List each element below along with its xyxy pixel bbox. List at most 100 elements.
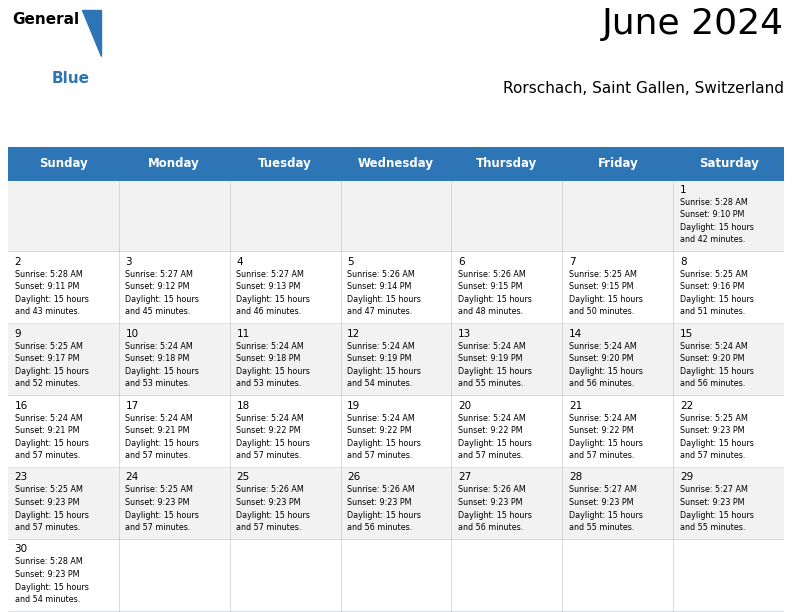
Text: Daylight: 15 hours: Daylight: 15 hours <box>347 367 421 376</box>
Text: Daylight: 15 hours: Daylight: 15 hours <box>125 367 200 376</box>
Text: Sunrise: 5:27 AM: Sunrise: 5:27 AM <box>236 270 304 278</box>
Text: Sunset: 9:23 PM: Sunset: 9:23 PM <box>569 498 634 507</box>
Text: and 53 minutes.: and 53 minutes. <box>236 379 302 388</box>
Text: Sunrise: 5:25 AM: Sunrise: 5:25 AM <box>680 414 748 422</box>
Text: Sunset: 9:14 PM: Sunset: 9:14 PM <box>347 282 412 291</box>
Text: and 57 minutes.: and 57 minutes. <box>680 451 745 460</box>
Text: and 47 minutes.: and 47 minutes. <box>347 307 413 316</box>
Text: Daylight: 15 hours: Daylight: 15 hours <box>14 439 89 448</box>
Text: Sunset: 9:22 PM: Sunset: 9:22 PM <box>458 426 523 435</box>
Text: Tuesday: Tuesday <box>258 157 312 170</box>
Text: Daylight: 15 hours: Daylight: 15 hours <box>347 510 421 520</box>
Text: Thursday: Thursday <box>476 157 538 170</box>
Text: Sunday: Sunday <box>39 157 88 170</box>
Text: Daylight: 15 hours: Daylight: 15 hours <box>680 223 754 232</box>
Text: Sunrise: 5:24 AM: Sunrise: 5:24 AM <box>347 341 415 351</box>
Polygon shape <box>82 10 101 56</box>
Text: Sunrise: 5:24 AM: Sunrise: 5:24 AM <box>680 341 748 351</box>
Text: Sunrise: 5:26 AM: Sunrise: 5:26 AM <box>347 270 415 278</box>
Text: Sunset: 9:15 PM: Sunset: 9:15 PM <box>458 282 523 291</box>
Text: and 57 minutes.: and 57 minutes. <box>347 451 413 460</box>
Text: Sunrise: 5:26 AM: Sunrise: 5:26 AM <box>347 485 415 494</box>
Text: Sunrise: 5:26 AM: Sunrise: 5:26 AM <box>458 270 526 278</box>
Text: 16: 16 <box>14 401 28 411</box>
Text: Daylight: 15 hours: Daylight: 15 hours <box>458 295 532 304</box>
Text: Sunset: 9:19 PM: Sunset: 9:19 PM <box>458 354 523 363</box>
Text: Sunset: 9:12 PM: Sunset: 9:12 PM <box>125 282 190 291</box>
Text: Blue: Blue <box>51 70 89 86</box>
Text: Sunrise: 5:26 AM: Sunrise: 5:26 AM <box>458 485 526 494</box>
Text: and 57 minutes.: and 57 minutes. <box>14 523 80 532</box>
Text: Daylight: 15 hours: Daylight: 15 hours <box>569 367 643 376</box>
Text: 19: 19 <box>347 401 360 411</box>
Text: Daylight: 15 hours: Daylight: 15 hours <box>680 367 754 376</box>
Text: 1: 1 <box>680 185 687 195</box>
Text: Sunset: 9:23 PM: Sunset: 9:23 PM <box>125 498 190 507</box>
Text: 12: 12 <box>347 329 360 338</box>
Text: Daylight: 15 hours: Daylight: 15 hours <box>680 295 754 304</box>
Text: June 2024: June 2024 <box>602 7 784 42</box>
Text: Daylight: 15 hours: Daylight: 15 hours <box>569 439 643 448</box>
Text: and 57 minutes.: and 57 minutes. <box>125 451 191 460</box>
Text: Sunrise: 5:24 AM: Sunrise: 5:24 AM <box>14 414 82 422</box>
Text: 26: 26 <box>347 472 360 482</box>
Text: and 54 minutes.: and 54 minutes. <box>14 595 80 604</box>
Text: and 46 minutes.: and 46 minutes. <box>236 307 302 316</box>
Text: and 51 minutes.: and 51 minutes. <box>680 307 745 316</box>
Text: Daylight: 15 hours: Daylight: 15 hours <box>236 439 310 448</box>
Text: 25: 25 <box>236 472 249 482</box>
Text: 14: 14 <box>569 329 582 338</box>
Text: Sunset: 9:13 PM: Sunset: 9:13 PM <box>236 282 301 291</box>
Text: and 54 minutes.: and 54 minutes. <box>347 379 413 388</box>
Text: Sunset: 9:22 PM: Sunset: 9:22 PM <box>236 426 301 435</box>
Text: Daylight: 15 hours: Daylight: 15 hours <box>14 510 89 520</box>
Text: Sunrise: 5:28 AM: Sunrise: 5:28 AM <box>14 270 82 278</box>
Text: Sunset: 9:18 PM: Sunset: 9:18 PM <box>125 354 190 363</box>
Text: Sunrise: 5:27 AM: Sunrise: 5:27 AM <box>680 485 748 494</box>
Text: Sunrise: 5:26 AM: Sunrise: 5:26 AM <box>236 485 304 494</box>
Text: Wednesday: Wednesday <box>358 157 434 170</box>
Text: and 57 minutes.: and 57 minutes. <box>236 523 302 532</box>
Text: 18: 18 <box>236 401 249 411</box>
Text: 21: 21 <box>569 401 582 411</box>
Text: and 57 minutes.: and 57 minutes. <box>125 523 191 532</box>
Text: 2: 2 <box>14 257 21 267</box>
Text: Sunrise: 5:24 AM: Sunrise: 5:24 AM <box>236 414 304 422</box>
Text: Sunrise: 5:24 AM: Sunrise: 5:24 AM <box>458 414 526 422</box>
Text: Daylight: 15 hours: Daylight: 15 hours <box>125 295 200 304</box>
Text: Sunset: 9:22 PM: Sunset: 9:22 PM <box>569 426 634 435</box>
Text: and 48 minutes.: and 48 minutes. <box>458 307 524 316</box>
Text: Sunset: 9:18 PM: Sunset: 9:18 PM <box>236 354 301 363</box>
Text: Sunset: 9:23 PM: Sunset: 9:23 PM <box>14 498 79 507</box>
Text: Daylight: 15 hours: Daylight: 15 hours <box>347 295 421 304</box>
Text: and 57 minutes.: and 57 minutes. <box>236 451 302 460</box>
Text: 27: 27 <box>458 472 471 482</box>
Text: 9: 9 <box>14 329 21 338</box>
Text: Sunset: 9:21 PM: Sunset: 9:21 PM <box>125 426 190 435</box>
Text: 24: 24 <box>125 472 139 482</box>
Text: Sunset: 9:23 PM: Sunset: 9:23 PM <box>14 570 79 578</box>
Text: Daylight: 15 hours: Daylight: 15 hours <box>458 510 532 520</box>
Text: Sunset: 9:22 PM: Sunset: 9:22 PM <box>347 426 412 435</box>
Text: Sunset: 9:10 PM: Sunset: 9:10 PM <box>680 210 744 219</box>
Text: and 55 minutes.: and 55 minutes. <box>458 379 524 388</box>
Text: Sunrise: 5:27 AM: Sunrise: 5:27 AM <box>125 270 193 278</box>
Text: Sunrise: 5:25 AM: Sunrise: 5:25 AM <box>125 485 193 494</box>
Text: 20: 20 <box>458 401 471 411</box>
Text: and 56 minutes.: and 56 minutes. <box>569 379 634 388</box>
Text: Sunrise: 5:25 AM: Sunrise: 5:25 AM <box>680 270 748 278</box>
Text: Sunrise: 5:25 AM: Sunrise: 5:25 AM <box>569 270 637 278</box>
Text: and 57 minutes.: and 57 minutes. <box>458 451 524 460</box>
Text: General: General <box>12 12 79 27</box>
Text: 7: 7 <box>569 257 576 267</box>
Text: and 55 minutes.: and 55 minutes. <box>569 523 634 532</box>
Text: Daylight: 15 hours: Daylight: 15 hours <box>236 295 310 304</box>
Text: Monday: Monday <box>148 157 200 170</box>
Text: Daylight: 15 hours: Daylight: 15 hours <box>125 439 200 448</box>
Text: 28: 28 <box>569 472 582 482</box>
Text: 6: 6 <box>458 257 465 267</box>
Text: and 53 minutes.: and 53 minutes. <box>125 379 191 388</box>
Text: Sunset: 9:19 PM: Sunset: 9:19 PM <box>347 354 412 363</box>
Text: Sunset: 9:20 PM: Sunset: 9:20 PM <box>680 354 744 363</box>
Text: Sunset: 9:11 PM: Sunset: 9:11 PM <box>14 282 79 291</box>
